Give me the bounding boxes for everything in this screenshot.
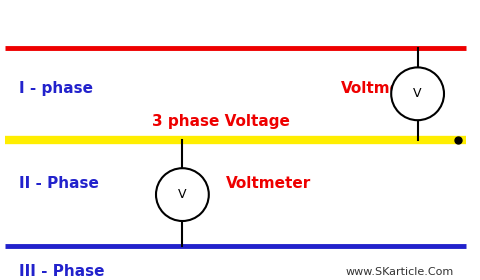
Text: Voltmeter: Voltmeter <box>341 81 426 96</box>
Text: www.SKarticle.Com: www.SKarticle.Com <box>346 267 454 277</box>
Ellipse shape <box>391 67 444 120</box>
Text: III - Phase: III - Phase <box>19 264 105 279</box>
Text: II - Phase: II - Phase <box>19 176 99 191</box>
Ellipse shape <box>156 168 209 221</box>
Text: Voltmeter: Voltmeter <box>226 176 311 191</box>
Text: V: V <box>413 87 422 100</box>
Text: I - phase: I - phase <box>19 81 93 96</box>
Text: V: V <box>178 188 187 201</box>
Text: 3 phase Voltage: 3 phase Voltage <box>152 114 290 129</box>
